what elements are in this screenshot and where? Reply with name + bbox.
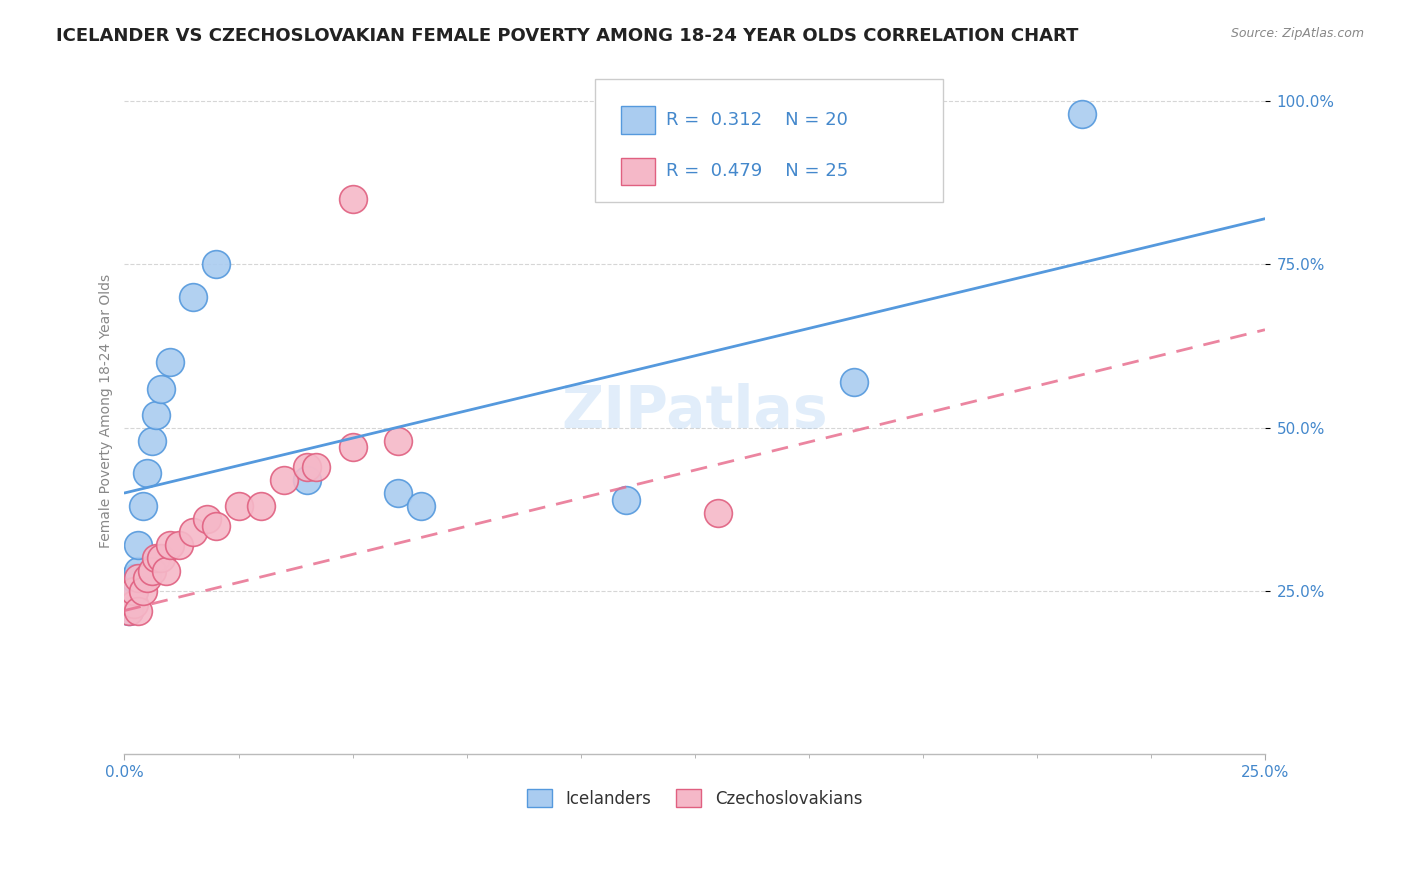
Point bbox=[305, 459, 328, 474]
Point bbox=[136, 571, 159, 585]
Point bbox=[149, 551, 172, 566]
Text: R =  0.479    N = 25: R = 0.479 N = 25 bbox=[666, 162, 848, 180]
Point bbox=[228, 499, 250, 513]
Point bbox=[167, 538, 190, 552]
Point bbox=[295, 473, 318, 487]
Point bbox=[614, 492, 637, 507]
Text: Source: ZipAtlas.com: Source: ZipAtlas.com bbox=[1230, 27, 1364, 40]
Point bbox=[387, 434, 409, 448]
Point bbox=[136, 467, 159, 481]
Point bbox=[155, 565, 177, 579]
Point bbox=[149, 382, 172, 396]
Point bbox=[145, 408, 167, 422]
Point bbox=[273, 473, 295, 487]
Point bbox=[181, 290, 204, 304]
Text: ICELANDER VS CZECHOSLOVAKIAN FEMALE POVERTY AMONG 18-24 YEAR OLDS CORRELATION CH: ICELANDER VS CZECHOSLOVAKIAN FEMALE POVE… bbox=[56, 27, 1078, 45]
Text: R =  0.312    N = 20: R = 0.312 N = 20 bbox=[666, 111, 848, 129]
Point bbox=[342, 192, 364, 206]
Point bbox=[127, 538, 149, 552]
Point bbox=[204, 257, 226, 271]
Point bbox=[387, 486, 409, 500]
Point bbox=[122, 583, 145, 598]
Point bbox=[181, 525, 204, 540]
Point bbox=[132, 499, 155, 513]
Point bbox=[195, 512, 218, 526]
Point bbox=[141, 434, 163, 448]
FancyBboxPatch shape bbox=[620, 158, 655, 185]
Point bbox=[204, 518, 226, 533]
Point bbox=[122, 583, 145, 598]
Point bbox=[159, 355, 181, 369]
Text: ZIPatlas: ZIPatlas bbox=[561, 383, 828, 440]
Legend: Icelanders, Czechoslovakians: Icelanders, Czechoslovakians bbox=[520, 782, 869, 814]
Point bbox=[250, 499, 273, 513]
Point bbox=[145, 551, 167, 566]
FancyBboxPatch shape bbox=[596, 78, 943, 202]
Point bbox=[118, 603, 141, 617]
Point bbox=[141, 565, 163, 579]
Point bbox=[127, 565, 149, 579]
Point bbox=[844, 375, 866, 389]
Point bbox=[295, 459, 318, 474]
Point bbox=[159, 538, 181, 552]
Point bbox=[409, 499, 432, 513]
Point bbox=[118, 603, 141, 617]
Point bbox=[132, 583, 155, 598]
Point bbox=[342, 440, 364, 454]
Point bbox=[122, 571, 145, 585]
Point bbox=[127, 571, 149, 585]
Point bbox=[122, 597, 145, 611]
Point bbox=[706, 506, 728, 520]
Point bbox=[1071, 107, 1094, 121]
Point bbox=[127, 603, 149, 617]
FancyBboxPatch shape bbox=[620, 106, 655, 134]
Y-axis label: Female Poverty Among 18-24 Year Olds: Female Poverty Among 18-24 Year Olds bbox=[100, 275, 114, 549]
Point bbox=[118, 591, 141, 605]
